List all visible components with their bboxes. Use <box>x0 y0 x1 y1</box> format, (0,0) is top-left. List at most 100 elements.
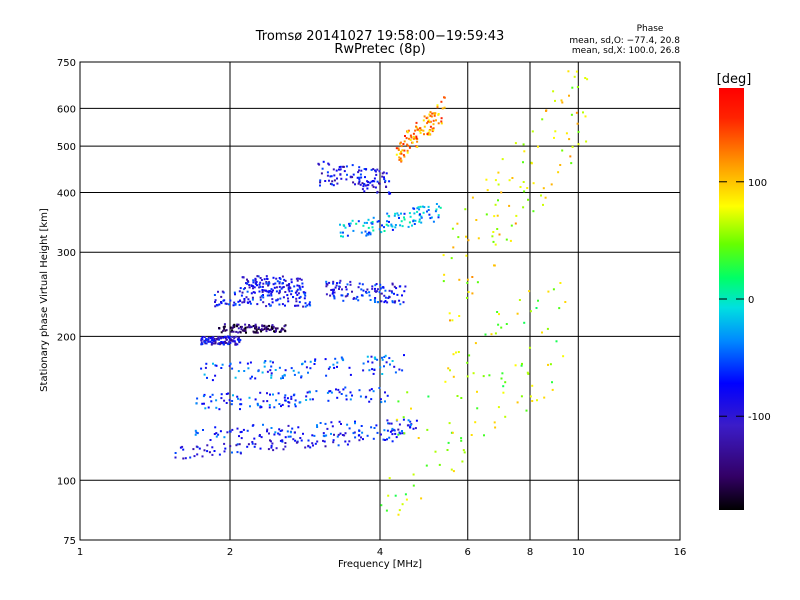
data-point <box>334 286 337 289</box>
data-point <box>284 291 287 293</box>
data-point <box>427 395 430 398</box>
data-point <box>371 285 374 288</box>
data-point <box>235 444 238 447</box>
data-point <box>422 119 425 122</box>
data-point <box>532 182 535 185</box>
data-point <box>526 371 529 374</box>
data-point <box>269 360 272 363</box>
data-point <box>364 230 367 233</box>
data-point <box>217 336 220 339</box>
data-point <box>449 319 451 322</box>
data-point <box>313 363 316 365</box>
data-point <box>381 358 384 361</box>
data-point <box>394 224 397 226</box>
data-point <box>432 220 435 223</box>
data-point <box>396 418 399 421</box>
data-point <box>382 286 385 289</box>
data-point <box>360 169 363 172</box>
data-point <box>329 390 332 393</box>
data-point <box>385 172 388 175</box>
data-point <box>397 400 400 403</box>
data-point <box>259 329 262 331</box>
data-point <box>542 203 544 206</box>
data-point <box>294 403 296 406</box>
data-point <box>270 372 273 375</box>
data-point <box>196 432 199 435</box>
data-point <box>234 303 237 306</box>
data-point <box>223 450 226 453</box>
data-point <box>212 339 215 342</box>
data-point <box>440 122 443 125</box>
data-point <box>340 423 342 425</box>
data-point <box>252 287 254 290</box>
data-point <box>346 423 349 426</box>
data-point <box>386 438 388 441</box>
data-point <box>200 339 203 342</box>
data-point <box>351 164 354 167</box>
data-point <box>399 303 402 306</box>
data-point <box>290 293 293 296</box>
data-point <box>398 299 401 302</box>
data-point <box>346 293 349 296</box>
y-tick-label: 300 <box>57 248 76 259</box>
data-point <box>483 434 485 437</box>
data-point <box>215 432 218 435</box>
data-point <box>305 366 308 369</box>
data-point <box>429 111 432 114</box>
data-point <box>302 305 305 308</box>
data-point <box>428 129 431 132</box>
data-point <box>201 343 204 345</box>
data-point <box>283 396 286 399</box>
data-point <box>246 282 249 285</box>
data-point <box>213 338 216 340</box>
data-point <box>239 431 242 434</box>
data-point <box>245 296 248 299</box>
data-point <box>228 399 231 402</box>
data-point <box>244 326 247 329</box>
data-point <box>318 163 321 166</box>
data-point <box>280 377 282 380</box>
data-point <box>174 456 177 459</box>
data-point <box>349 283 352 286</box>
data-point <box>281 303 284 306</box>
data-point <box>251 296 254 299</box>
data-point <box>385 361 388 364</box>
data-point <box>333 174 336 177</box>
data-point <box>228 365 231 367</box>
data-point <box>270 328 272 331</box>
data-point <box>555 340 558 343</box>
data-point <box>308 303 311 306</box>
data-point <box>404 285 407 288</box>
data-point <box>223 442 226 445</box>
data-point <box>401 149 404 152</box>
data-point <box>234 293 236 296</box>
data-point <box>278 285 281 288</box>
data-point <box>408 221 411 224</box>
data-point <box>258 286 261 289</box>
data-point <box>198 447 201 450</box>
data-point <box>460 397 463 399</box>
data-point <box>372 372 375 375</box>
data-point <box>380 401 383 404</box>
data-point <box>427 209 430 211</box>
data-point <box>448 422 451 425</box>
data-point <box>391 228 394 231</box>
data-point <box>386 419 389 422</box>
data-point <box>484 333 487 336</box>
data-point <box>239 408 241 411</box>
data-point <box>440 120 443 123</box>
data-point <box>227 335 229 338</box>
data-point <box>270 374 273 377</box>
data-point <box>298 286 301 289</box>
data-point <box>260 406 263 409</box>
data-point <box>370 398 373 401</box>
data-point <box>351 290 353 293</box>
data-point <box>215 364 218 367</box>
data-point <box>305 395 308 398</box>
data-point <box>406 130 409 133</box>
stats-x-mode: mean, sd,X: 100.0, 26.8 <box>572 46 680 56</box>
data-point <box>551 388 554 391</box>
data-point <box>399 142 402 145</box>
data-point <box>575 70 578 73</box>
data-point <box>237 336 240 339</box>
